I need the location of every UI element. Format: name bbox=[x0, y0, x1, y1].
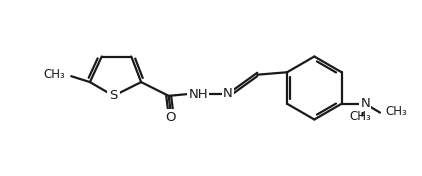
Text: N: N bbox=[360, 97, 370, 110]
Text: CH₃: CH₃ bbox=[43, 68, 65, 81]
Text: CH₃: CH₃ bbox=[385, 105, 407, 118]
Text: N: N bbox=[223, 87, 233, 100]
Text: NH: NH bbox=[188, 88, 208, 101]
Text: S: S bbox=[109, 89, 118, 102]
Text: O: O bbox=[165, 111, 176, 124]
Text: CH₃: CH₃ bbox=[349, 110, 371, 123]
